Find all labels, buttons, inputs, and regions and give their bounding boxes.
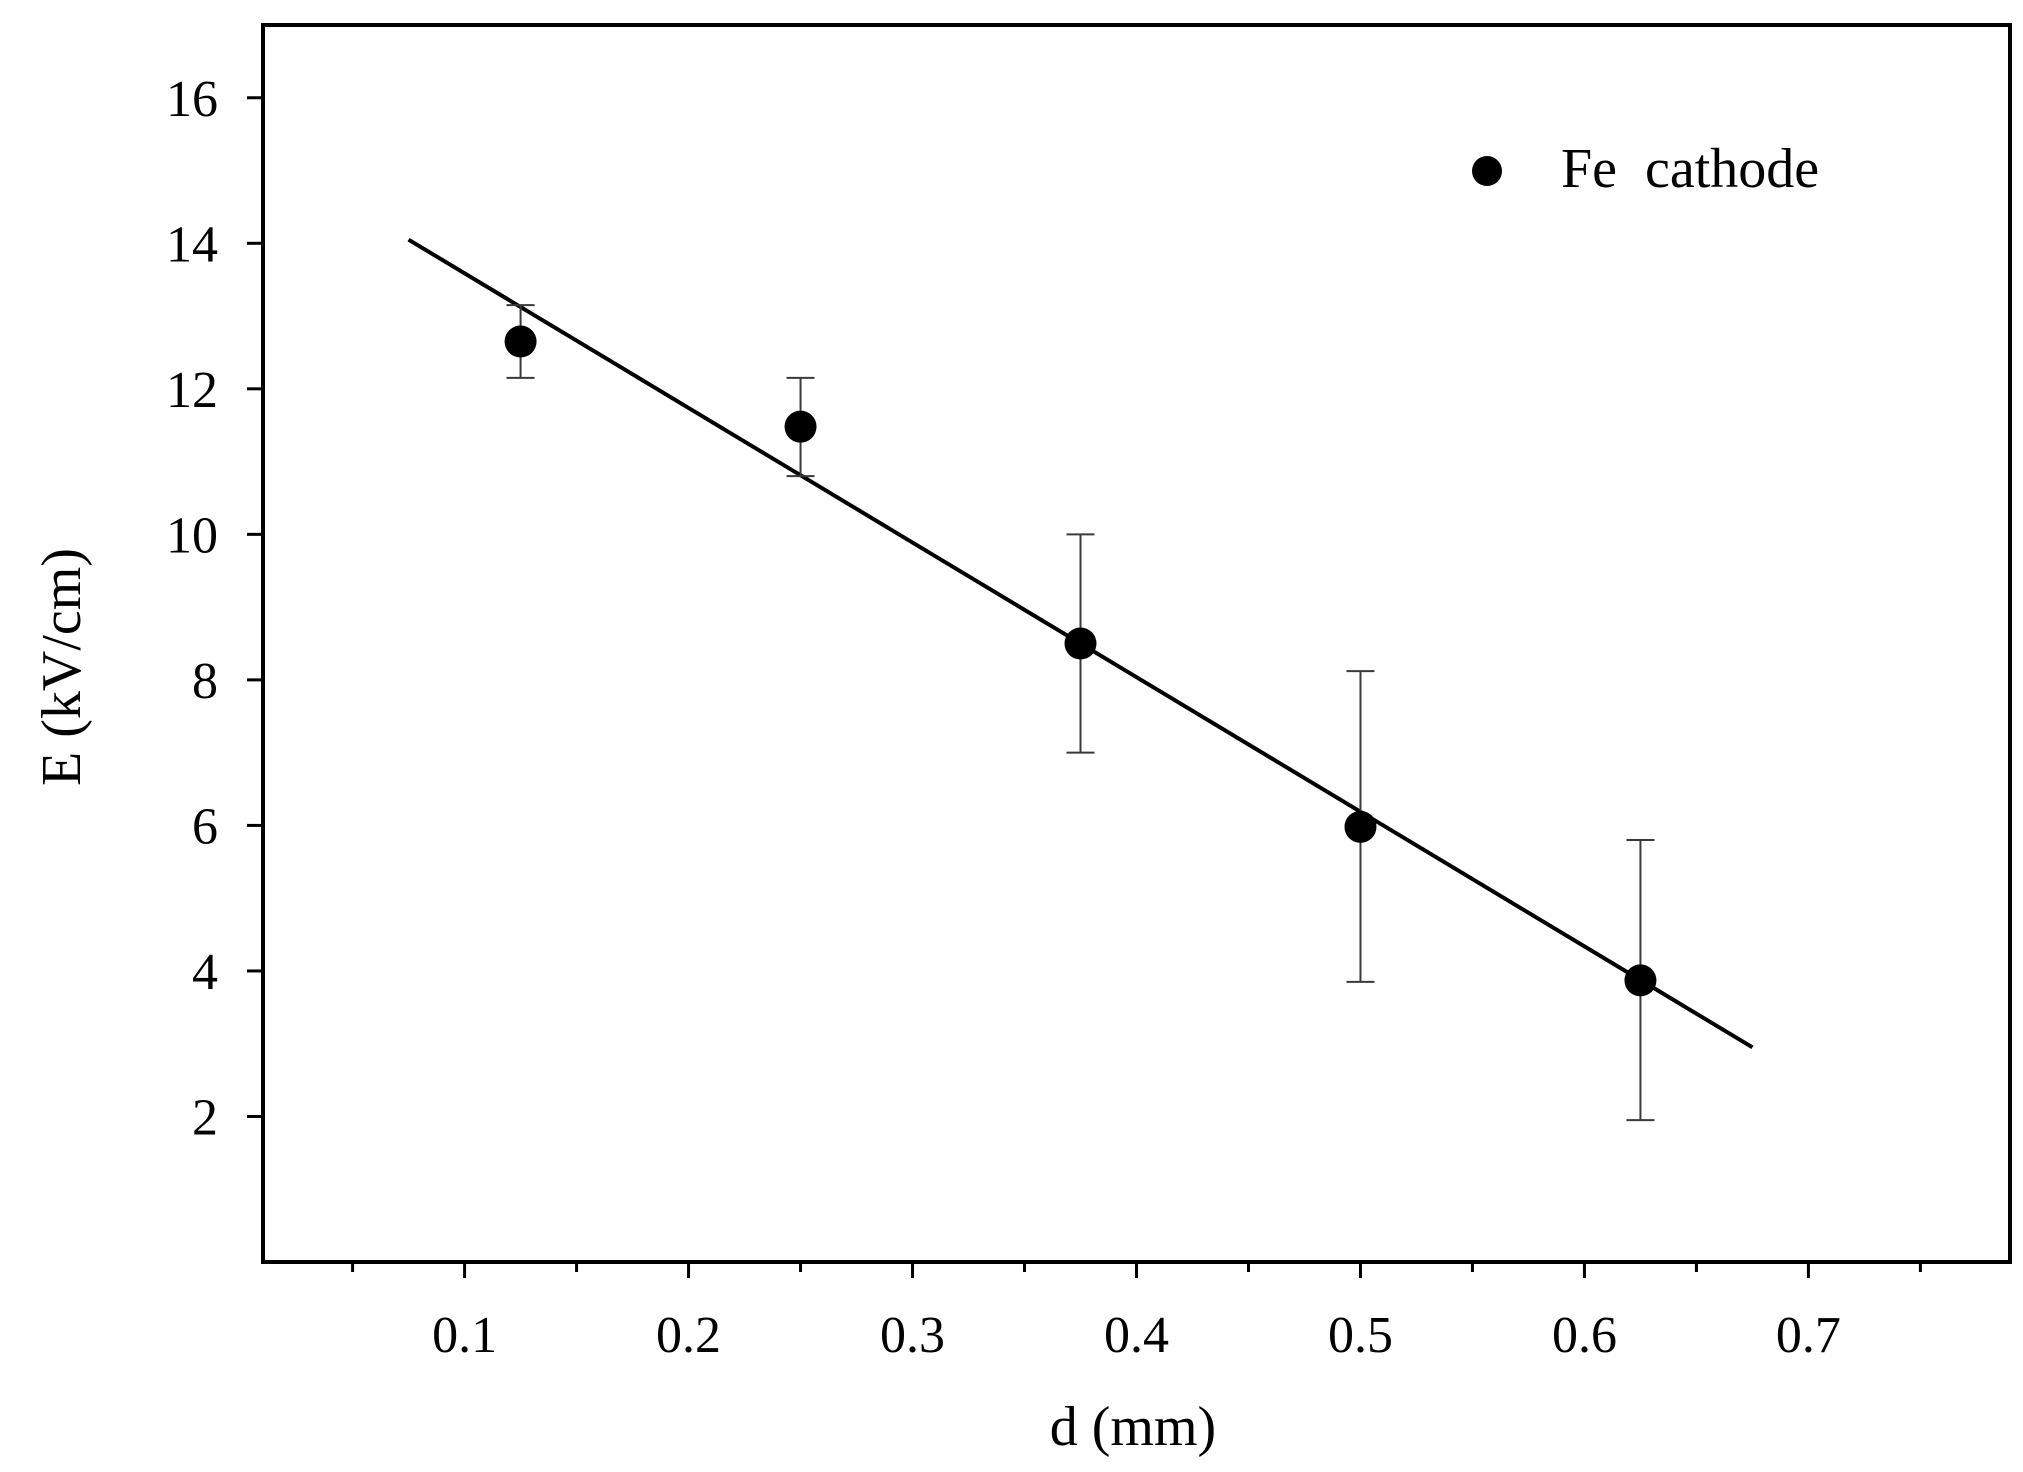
y-axis-label: E (kV/cm): [31, 548, 93, 786]
x-tick-label: 0.1: [432, 1307, 497, 1364]
x-tick-label: 0.5: [1328, 1307, 1393, 1364]
y-tick-label: 12: [166, 362, 218, 419]
legend-label: Fe cathode: [1561, 138, 1819, 200]
x-axis-ticks: 0.1 0.2 0.3 0.4 0.5 0.6 0.7: [351, 1262, 1922, 1364]
legend-marker: [1472, 156, 1502, 186]
x-tick-label: 0.6: [1552, 1307, 1617, 1364]
x-tick-label: 0.3: [880, 1307, 945, 1364]
data-point: [1064, 627, 1097, 660]
y-tick-label: 4: [192, 944, 218, 1001]
data-point: [1344, 810, 1377, 843]
x-axis-label: d (mm): [1050, 1396, 1216, 1458]
y-tick-label: 6: [192, 798, 218, 855]
data-point: [1624, 964, 1657, 997]
y-tick-label: 8: [192, 653, 218, 710]
y-tick-label: 2: [192, 1089, 218, 1146]
data-point: [784, 410, 817, 443]
x-tick-label: 0.7: [1776, 1307, 1841, 1364]
x-tick-label: 0.4: [1104, 1307, 1169, 1364]
y-tick-label: 10: [166, 507, 218, 564]
legend: Fe cathode: [1472, 138, 1819, 200]
error-bars: [506, 304, 1655, 1122]
data-points: [504, 325, 1657, 997]
y-axis-ticks: 2 4 6 8 10 12 14 16: [166, 71, 263, 1146]
data-point: [504, 325, 537, 358]
y-tick-label: 14: [166, 216, 218, 273]
x-tick-label: 0.2: [656, 1307, 721, 1364]
plot-frame: [261, 23, 2012, 1264]
y-tick-label: 16: [166, 71, 218, 128]
